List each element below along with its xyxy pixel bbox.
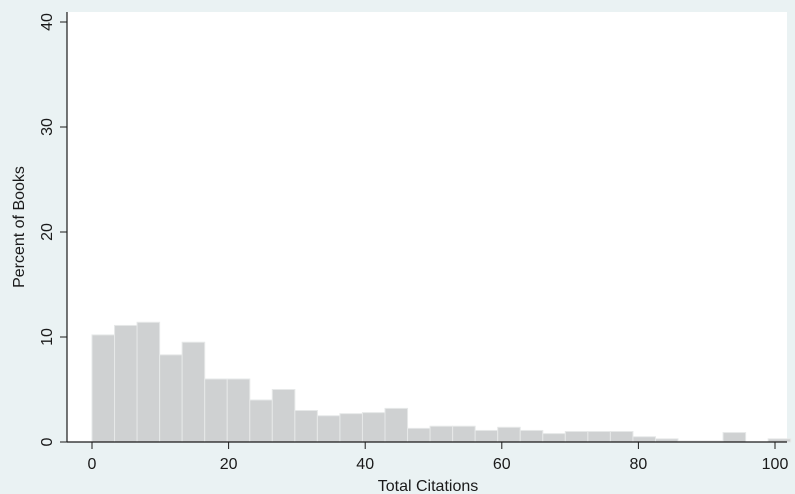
- histogram-bar: [136, 321, 161, 443]
- histogram-bar: [429, 425, 454, 443]
- y-ticks-group: 0 10 20 30 40: [39, 13, 67, 446]
- x-tick-label: 20: [220, 456, 238, 473]
- histogram-bar: [384, 407, 409, 443]
- histogram-bar: [294, 410, 318, 443]
- histogram-bar: [564, 431, 589, 443]
- histogram-bar: [587, 431, 611, 443]
- y-tick-label: 30: [39, 118, 56, 136]
- histogram-bar: [361, 412, 386, 443]
- histogram-bar: [226, 378, 251, 443]
- histogram-bar: [114, 324, 138, 443]
- histogram-bar: [722, 432, 747, 443]
- histogram-bar: [159, 354, 183, 443]
- histogram-bar: [609, 431, 634, 443]
- x-tick-label: 40: [356, 456, 374, 473]
- x-ticks-group: 0 20 40 60 80 100: [88, 442, 789, 473]
- histogram-bar: [204, 378, 228, 443]
- histogram-bar: [271, 389, 296, 443]
- histogram-bar: [91, 334, 116, 443]
- y-tick-label: 0: [39, 437, 56, 446]
- histogram-bar: [316, 415, 341, 443]
- histogram-bar: [181, 341, 206, 443]
- x-tick-label: 60: [493, 456, 511, 473]
- histogram-bar: [407, 427, 431, 443]
- histogram-bar: [339, 413, 363, 443]
- bars-group: [91, 321, 792, 443]
- y-tick-label: 40: [39, 13, 56, 31]
- histogram-bar: [632, 436, 656, 443]
- x-axis-label: Total Citations: [378, 478, 479, 494]
- x-tick-label: 100: [762, 456, 789, 473]
- x-tick-label: 0: [88, 456, 97, 473]
- histogram-bar: [474, 429, 499, 443]
- histogram-bar: [497, 426, 521, 443]
- histogram-bar: [249, 399, 273, 443]
- x-tick-label: 80: [630, 456, 648, 473]
- y-tick-label: 10: [39, 328, 56, 346]
- histogram-bar: [519, 429, 544, 443]
- y-tick-label: 20: [39, 223, 56, 241]
- histogram-bar: [452, 425, 476, 443]
- histogram-bar: [542, 433, 566, 443]
- y-axis-label: Percent of Books: [11, 166, 28, 288]
